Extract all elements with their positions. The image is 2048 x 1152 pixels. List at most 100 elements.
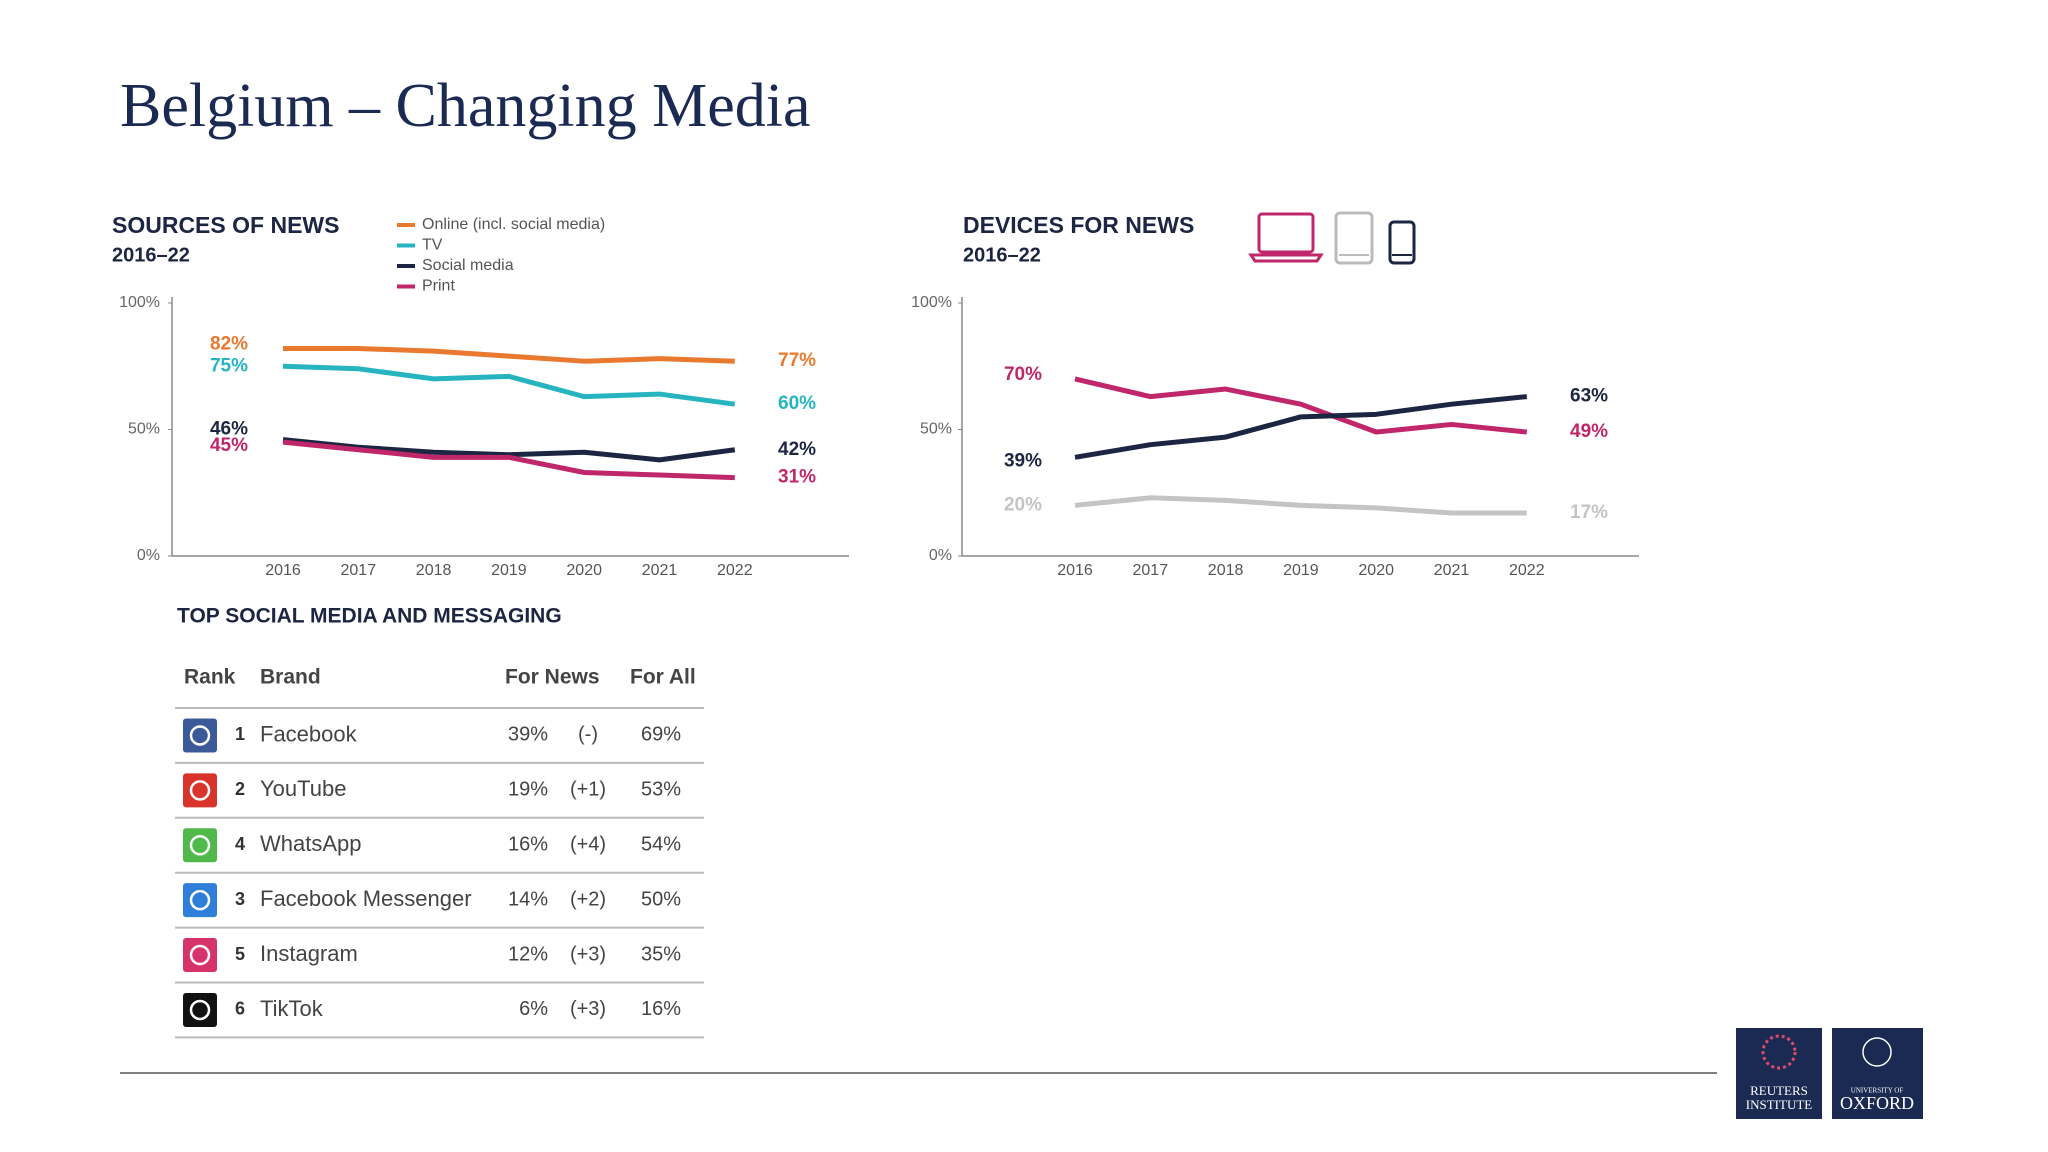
series-line bbox=[1074, 495, 1527, 516]
brand-icon bbox=[183, 773, 217, 808]
value-label: 70% bbox=[1004, 364, 1042, 385]
table-header: For News bbox=[505, 666, 600, 689]
for-news: 16% bbox=[508, 834, 548, 856]
rank: 1 bbox=[235, 724, 245, 744]
y-tick-label: 100% bbox=[119, 294, 160, 311]
brand-icon-mark bbox=[189, 835, 211, 856]
for-news: 19% bbox=[508, 779, 548, 801]
for-all: 53% bbox=[641, 779, 681, 801]
logo-box bbox=[1832, 1028, 1923, 1119]
brand: Instagram bbox=[260, 941, 358, 966]
table-header: Rank bbox=[184, 666, 236, 689]
brand: Facebook Messenger bbox=[260, 886, 472, 911]
for-all: 69% bbox=[641, 724, 681, 746]
series-line bbox=[282, 363, 736, 407]
brand-icon-mark bbox=[189, 780, 211, 801]
table-header: For All bbox=[630, 666, 696, 689]
brand-icon-mark bbox=[189, 999, 211, 1021]
for-news: 14% bbox=[508, 888, 548, 910]
brand-icon-mark bbox=[189, 944, 211, 966]
logo-mark bbox=[1862, 1037, 1892, 1067]
reuters-logo: REUTERS INSTITUTE bbox=[1736, 1028, 1822, 1119]
legend-label: Online (incl. social media) bbox=[422, 216, 605, 233]
y-tick-label: 100% bbox=[911, 294, 952, 311]
change: (+2) bbox=[570, 888, 606, 910]
x-tick-label: 2016 bbox=[265, 562, 301, 579]
series-line bbox=[1074, 376, 1528, 435]
x-tick-label: 2019 bbox=[1283, 562, 1319, 579]
device-icons bbox=[1248, 211, 1416, 265]
x-tick-label: 2021 bbox=[1434, 562, 1470, 579]
x-tick-label: 2020 bbox=[1358, 562, 1394, 579]
rank: 3 bbox=[235, 889, 245, 909]
oxford-logo: UNIVERSITY OF OXFORD bbox=[1832, 1028, 1923, 1119]
brand: Facebook bbox=[260, 721, 358, 746]
x-tick-label: 2022 bbox=[717, 562, 753, 579]
x-tick-label: 2022 bbox=[1509, 562, 1545, 579]
logo-box bbox=[1736, 1028, 1822, 1119]
brand-icon bbox=[183, 992, 217, 1027]
y-tick-label: 0% bbox=[929, 547, 952, 564]
change: (-) bbox=[578, 724, 598, 746]
rank: 4 bbox=[235, 834, 245, 854]
laptop-icon bbox=[1257, 212, 1315, 254]
value-label: 60% bbox=[778, 393, 816, 414]
for-news: 6% bbox=[519, 998, 548, 1020]
x-tick-label: 2021 bbox=[642, 562, 678, 579]
for-all: 16% bbox=[641, 998, 681, 1020]
series-line bbox=[282, 439, 735, 481]
legend-label: TV bbox=[422, 237, 443, 254]
x-tick-label: 2020 bbox=[566, 562, 602, 579]
table-header: Brand bbox=[260, 666, 321, 689]
chart-title: DEVICES FOR NEWS bbox=[963, 212, 1194, 238]
chart-subtitle: 2016–22 bbox=[963, 244, 1041, 266]
change: (+4) bbox=[570, 834, 606, 856]
y-tick-label: 50% bbox=[128, 421, 160, 438]
logo-text: INSTITUTE bbox=[1746, 1097, 1812, 1112]
change: (+1) bbox=[570, 779, 606, 801]
legend-swatch bbox=[397, 284, 415, 289]
brand: WhatsApp bbox=[260, 831, 362, 856]
brand-icon bbox=[183, 718, 217, 753]
series-line bbox=[282, 437, 736, 463]
value-label: 49% bbox=[1570, 421, 1608, 442]
legend-swatch bbox=[397, 264, 415, 268]
y-tick-label: 0% bbox=[137, 547, 160, 564]
logo-text: OXFORD bbox=[1840, 1093, 1914, 1113]
x-tick-label: 2017 bbox=[1133, 562, 1169, 579]
slide-title: Belgium – Changing Media bbox=[120, 72, 811, 140]
value-label: 39% bbox=[1004, 450, 1042, 471]
brand-icon bbox=[183, 828, 217, 863]
value-label: 82% bbox=[210, 334, 248, 355]
phone-icon bbox=[1388, 220, 1416, 265]
rank: 6 bbox=[235, 999, 245, 1019]
for-all: 35% bbox=[641, 943, 681, 965]
brand-icon bbox=[183, 938, 217, 973]
value-label: 63% bbox=[1570, 386, 1608, 407]
legend-label: Social media bbox=[422, 257, 514, 274]
for-news: 12% bbox=[508, 943, 548, 965]
series-line bbox=[283, 346, 735, 364]
chart-title: SOURCES OF NEWS bbox=[112, 212, 339, 238]
x-tick-label: 2016 bbox=[1057, 562, 1093, 579]
logo-text: REUTERS bbox=[1750, 1083, 1808, 1098]
rank: 5 bbox=[235, 944, 245, 964]
tablet-icon bbox=[1334, 211, 1374, 265]
value-label: 75% bbox=[210, 355, 248, 376]
value-label: 46% bbox=[210, 419, 248, 440]
for-all: 54% bbox=[641, 834, 681, 856]
value-label: 77% bbox=[778, 350, 816, 371]
logo-text: UNIVERSITY OF bbox=[1851, 1087, 1904, 1095]
value-label: 42% bbox=[778, 439, 816, 460]
value-label: 31% bbox=[778, 467, 816, 488]
change: (+3) bbox=[570, 998, 606, 1020]
brand-icon bbox=[183, 883, 217, 918]
y-tick-label: 50% bbox=[920, 421, 952, 438]
laptop-base bbox=[1248, 253, 1324, 263]
brand-icon-mark bbox=[189, 725, 211, 746]
x-tick-label: 2018 bbox=[1208, 562, 1244, 579]
brand: TikTok bbox=[260, 996, 324, 1021]
for-all: 50% bbox=[641, 888, 681, 910]
